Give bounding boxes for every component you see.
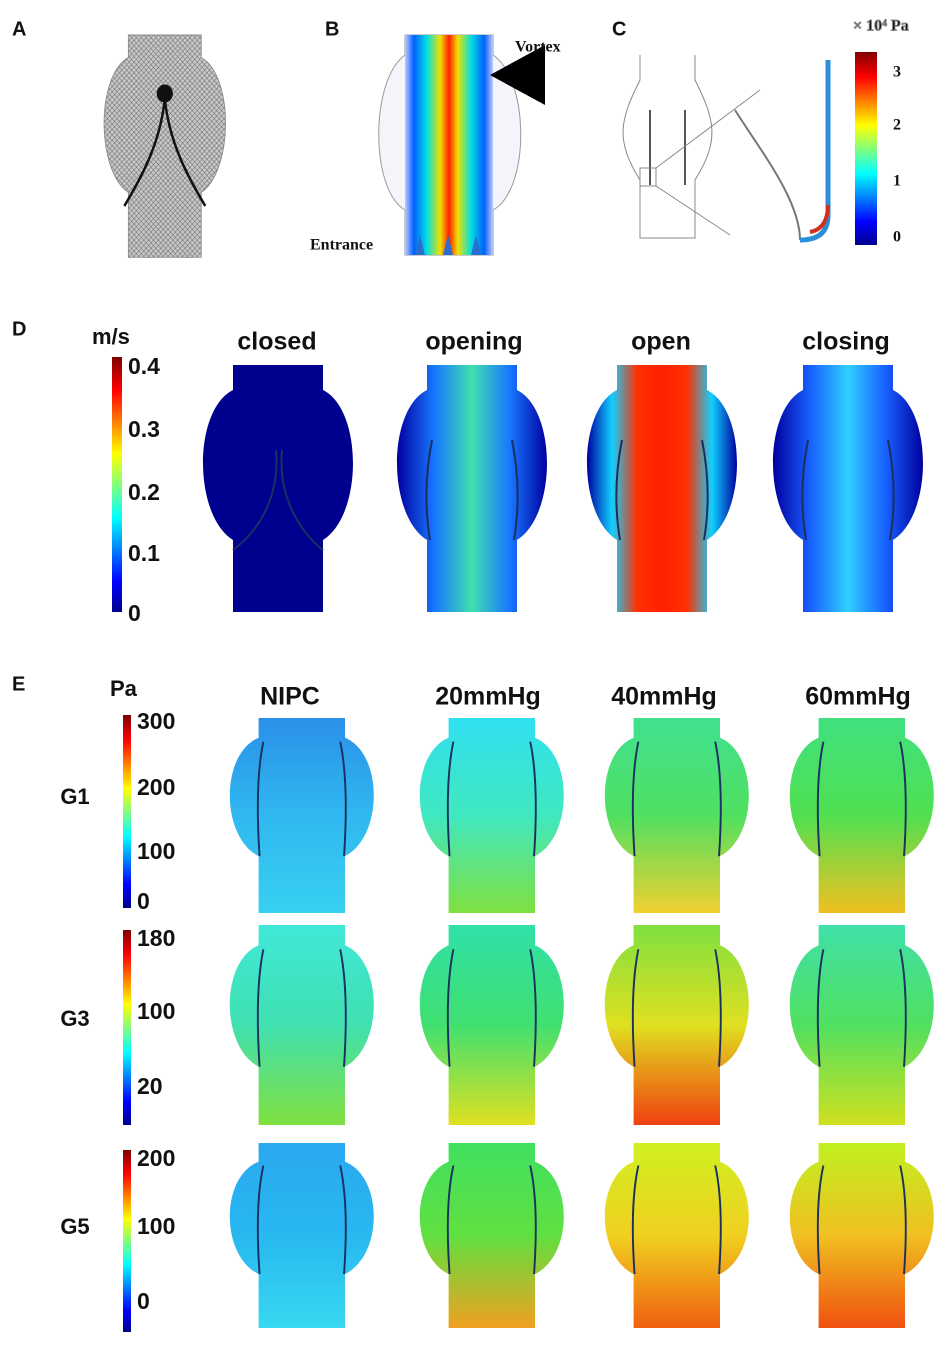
colorbar-unit: Pa xyxy=(110,676,138,701)
vessel-body xyxy=(587,365,737,612)
vessel xyxy=(420,1143,564,1328)
colorbar-tick: 100 xyxy=(137,1213,175,1239)
vessel-body xyxy=(605,925,749,1125)
mesh-vessel xyxy=(104,35,226,257)
vessel-body xyxy=(397,365,547,612)
column-header: opening xyxy=(425,328,522,356)
row-label: G5 xyxy=(60,1214,89,1239)
velocity-vessel: Vortex Entrance xyxy=(310,35,561,255)
panel-label: E xyxy=(12,673,25,695)
colorbar-tick: 0 xyxy=(137,1288,150,1314)
colorbar xyxy=(123,1150,131,1332)
vessel-body xyxy=(790,718,934,913)
annotation: Entrance xyxy=(310,237,373,254)
vessel-body xyxy=(420,1143,564,1328)
vessel xyxy=(397,365,547,612)
vessel xyxy=(420,718,564,913)
column-header: closed xyxy=(237,328,316,356)
panel-label: A xyxy=(12,18,26,40)
vessel-body xyxy=(230,718,374,913)
colorbar-tick: 180 xyxy=(137,925,175,951)
vessel xyxy=(605,925,749,1125)
colorbar-tick: 0.3 xyxy=(128,416,160,442)
vessel-body xyxy=(605,1143,749,1328)
column-header: open xyxy=(631,328,691,356)
vessel xyxy=(790,718,934,913)
leaflet-stress: × 10⁴ Pa xyxy=(623,18,909,245)
colorbar-tick: 200 xyxy=(137,1145,175,1171)
vessel xyxy=(420,925,564,1125)
colorbar-tick: 0 xyxy=(893,229,901,246)
column-header: closing xyxy=(802,328,890,356)
column-header: 20mmHg xyxy=(435,683,541,711)
row-label: G3 xyxy=(60,1006,89,1031)
vessel xyxy=(790,925,934,1125)
vessel-body xyxy=(790,925,934,1125)
vessel xyxy=(230,925,374,1125)
vessel xyxy=(790,1143,934,1328)
vessel-body xyxy=(230,925,374,1125)
vessel-body xyxy=(420,925,564,1125)
colorbar-tick: 100 xyxy=(137,838,175,864)
panel-label: C xyxy=(612,18,626,40)
vessel xyxy=(230,718,374,913)
column-header: NIPC xyxy=(260,683,320,711)
vessel xyxy=(605,1143,749,1328)
colorbar xyxy=(112,357,122,612)
vessel xyxy=(605,718,749,913)
vessel-body xyxy=(790,1143,934,1328)
colorbar-tick: 1 xyxy=(893,173,901,190)
panel-label: D xyxy=(12,318,26,340)
colorbar-tick: 200 xyxy=(137,774,175,800)
panel-label: B xyxy=(325,18,339,40)
colorbar-tick: 0.1 xyxy=(128,540,160,566)
vessel-body xyxy=(203,365,353,612)
vessel xyxy=(773,365,923,612)
colorbar-tick: 3 xyxy=(893,64,901,81)
vessel-body xyxy=(605,718,749,913)
column-header: 40mmHg xyxy=(611,683,717,711)
vessel xyxy=(587,365,737,612)
vessel-body xyxy=(420,718,564,913)
colorbar-unit: m/s xyxy=(92,324,130,349)
colorbar-tick: 0.4 xyxy=(128,353,160,379)
colorbar xyxy=(123,715,131,908)
vessel xyxy=(230,1143,374,1328)
colorbar-tick: 0.2 xyxy=(128,479,160,505)
vessel-body xyxy=(773,365,923,612)
colorbar-tick: 300 xyxy=(137,708,175,734)
vessel-body xyxy=(230,1143,374,1328)
colorbar-tick: 2 xyxy=(893,117,901,134)
row-label: G1 xyxy=(60,784,89,809)
colorbar-tick: 0 xyxy=(137,888,150,914)
colorbar xyxy=(123,930,131,1125)
colorbar-tick: 20 xyxy=(137,1073,163,1099)
colorbar-tick: 100 xyxy=(137,998,175,1024)
annotation: Vortex xyxy=(515,39,561,56)
vessel xyxy=(203,365,353,612)
colorbar-tick: 0 xyxy=(128,600,141,626)
figure: A B C D E Vortex Entrance × 10⁴ Pa m/s G… xyxy=(0,0,939,1351)
colorbar-unit: × 10⁴ Pa xyxy=(853,18,909,35)
column-header: 60mmHg xyxy=(805,683,911,711)
